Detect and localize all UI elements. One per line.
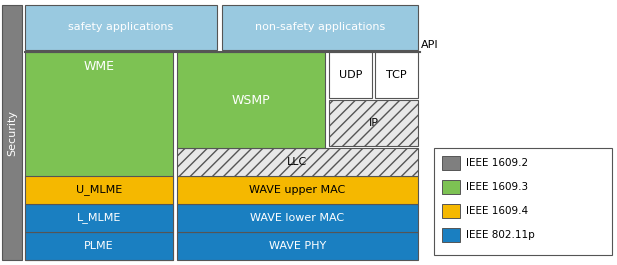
Bar (222, 5, 418, 50)
Text: WME: WME (83, 60, 115, 73)
Bar (442, 156, 460, 170)
Text: WAVE upper MAC: WAVE upper MAC (249, 185, 346, 195)
Bar (2, 5, 22, 260)
Bar (177, 52, 325, 148)
Bar (329, 52, 372, 98)
Text: PLME: PLME (84, 241, 114, 251)
Text: Security: Security (7, 109, 17, 156)
Text: non-safety applications: non-safety applications (255, 23, 385, 33)
Bar (25, 5, 217, 50)
Bar (329, 100, 418, 146)
Bar (177, 148, 418, 176)
Text: WSMP: WSMP (232, 94, 270, 107)
Text: WAVE PHY: WAVE PHY (269, 241, 326, 251)
Text: IEEE 1609.4: IEEE 1609.4 (466, 206, 528, 216)
Text: L_MLME: L_MLME (77, 213, 121, 223)
Text: LLC: LLC (288, 157, 308, 167)
Text: TCP: TCP (386, 70, 407, 80)
Bar (25, 232, 173, 260)
Bar (25, 176, 173, 204)
Bar (177, 176, 418, 204)
Bar (25, 204, 173, 232)
Text: IEEE 1609.3: IEEE 1609.3 (466, 182, 528, 192)
Bar (442, 204, 460, 218)
Text: WAVE lower MAC: WAVE lower MAC (251, 213, 344, 223)
Bar (442, 180, 460, 194)
Text: U_MLME: U_MLME (76, 184, 122, 196)
Bar (25, 52, 173, 260)
Text: UDP: UDP (339, 70, 362, 80)
Bar (442, 228, 460, 242)
Bar (177, 204, 418, 232)
Text: IEEE 802.11p: IEEE 802.11p (466, 230, 535, 240)
Text: API: API (421, 40, 439, 50)
Text: safety applications: safety applications (68, 23, 173, 33)
Text: IEEE 1609.2: IEEE 1609.2 (466, 158, 528, 168)
Bar (375, 52, 418, 98)
Text: IP: IP (368, 118, 378, 128)
Bar (177, 232, 418, 260)
Bar (434, 148, 612, 255)
